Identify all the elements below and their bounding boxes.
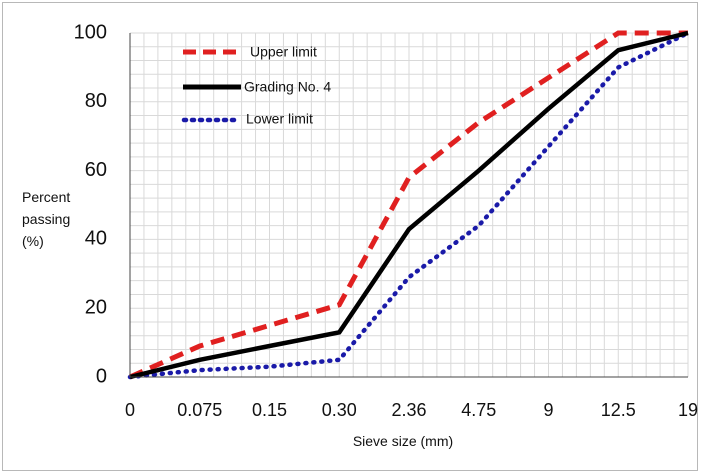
y-tick-label: 40 xyxy=(85,228,107,250)
x-axis-label: Sieve size (mm) xyxy=(353,433,453,449)
y-axis-label-line-3: (%) xyxy=(22,233,44,249)
y-axis-label-line-1: Percent xyxy=(22,189,70,205)
x-tick-label: 19 xyxy=(678,400,698,420)
y-tick-label: 20 xyxy=(85,296,107,318)
x-tick-label: 9 xyxy=(543,400,553,420)
y-tick-label: 0 xyxy=(96,365,107,387)
series-line-upper-limit xyxy=(128,30,688,380)
x-tick-label: 0.075 xyxy=(177,400,222,420)
x-tick-label: 4.75 xyxy=(461,400,496,420)
series-lines xyxy=(127,30,691,380)
series-line-grading-no-4 xyxy=(129,30,689,380)
axes xyxy=(129,33,688,378)
legend: Upper limit Grading No. 4 Lower limit xyxy=(181,44,331,127)
x-tick-label: 0 xyxy=(125,400,135,420)
x-tick-labels: 0 0.075 0.15 0.30 2.36 4.75 9 12.5 19 xyxy=(125,400,698,420)
x-tick-label: 12.5 xyxy=(601,400,636,420)
y-tick-label: 80 xyxy=(85,90,107,112)
legend-label-upper-limit: Upper limit xyxy=(250,44,317,60)
x-tick-label: 0.30 xyxy=(322,400,357,420)
x-tick-label: 0.15 xyxy=(252,400,287,420)
x-tick-label: 2.36 xyxy=(391,400,426,420)
y-tick-label: 100 xyxy=(74,21,107,43)
series-line-lower-limit xyxy=(127,30,691,380)
y-axis-label-line-2: passing xyxy=(22,211,70,227)
legend-label-lower-limit: Lower limit xyxy=(246,111,313,127)
legend-label-grading-no-4: Grading No. 4 xyxy=(244,79,331,95)
y-tick-labels: 0 20 40 60 80 100 xyxy=(74,21,107,387)
y-tick-label: 60 xyxy=(85,159,107,181)
